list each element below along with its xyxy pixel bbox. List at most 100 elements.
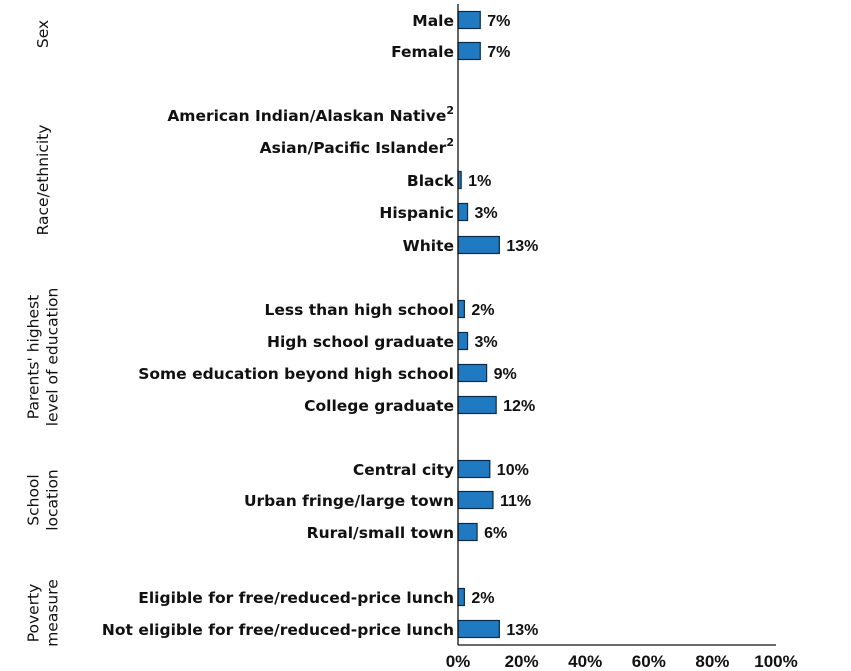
bar <box>457 619 500 639</box>
value-label: 6% <box>484 525 507 542</box>
category-label-text: Central city <box>353 461 454 479</box>
bar-row: White 13% <box>403 235 538 255</box>
bar-row: Eligible for free/reduced-price lunch 2% <box>138 587 494 607</box>
bar <box>457 235 500 255</box>
category-label-text: High school graduate <box>267 333 454 351</box>
group-label-line: Race/ethnicity <box>34 125 52 236</box>
category-label-text: Black <box>407 172 455 190</box>
bar-row: Central city 10% <box>353 459 529 479</box>
category-label-text: Urban fringe/large town <box>244 492 454 510</box>
group-label-line: Sex <box>34 20 52 48</box>
category-label-text: Female <box>391 43 454 61</box>
category-label: Black <box>407 172 455 190</box>
bar <box>457 10 481 30</box>
category-label: Rural/small town <box>307 524 454 542</box>
value-label: 11% <box>500 493 531 510</box>
category-label-text: Eligible for free/reduced-price lunch <box>138 589 454 607</box>
group-label-line: measure <box>44 579 62 647</box>
value-label: 9% <box>494 366 517 383</box>
bar-row: Female 7% <box>391 41 510 61</box>
category-label: Male <box>412 12 454 30</box>
x-tick-label: 20% <box>505 652 539 671</box>
category-label-text: College graduate <box>304 397 454 415</box>
category-label-text: Male <box>412 12 454 30</box>
category-label-text: American Indian/Alaskan Native <box>167 107 446 125</box>
group-label: Sex <box>34 20 52 48</box>
category-label-text: Less than high school <box>264 301 454 319</box>
value-label: 3% <box>475 334 498 351</box>
group-label-line: level of education <box>44 288 62 427</box>
category-label: American Indian/Alaskan Native2 <box>167 104 454 125</box>
category-label: Central city <box>353 461 454 479</box>
bar-row: Urban fringe/large town 11% <box>244 490 531 510</box>
value-label: 12% <box>503 398 535 415</box>
category-label: Asian/Pacific Islander2 <box>260 136 454 157</box>
value-label: 13% <box>506 238 538 255</box>
value-label: 7% <box>487 13 510 30</box>
bar-row: Less than high school 2% <box>264 299 494 319</box>
bar-row: American Indian/Alaskan Native2 <box>167 104 454 125</box>
group-label: Schoollocation <box>25 469 62 531</box>
value-label: 1% <box>468 173 491 190</box>
value-label: 3% <box>475 205 498 222</box>
x-tick-label: 40% <box>568 652 602 671</box>
bar-row: Male 7% <box>412 10 510 30</box>
bar-row: Asian/Pacific Islander2 <box>260 136 454 157</box>
category-label-text: White <box>403 237 454 255</box>
value-label: 2% <box>471 590 494 607</box>
x-tick-label: 80% <box>695 652 729 671</box>
bar-row: Some education beyond high school 9% <box>138 363 517 383</box>
bar <box>457 41 481 61</box>
bar-row: Hispanic 3% <box>379 202 498 222</box>
category-label: Eligible for free/reduced-price lunch <box>138 589 454 607</box>
group-label-line: School <box>25 474 43 525</box>
category-label: College graduate <box>304 397 454 415</box>
category-label: Urban fringe/large town <box>244 492 454 510</box>
category-label: High school graduate <box>267 333 454 351</box>
bar-row: Rural/small town 6% <box>307 522 507 542</box>
bar <box>457 202 469 222</box>
value-label: 2% <box>471 302 494 319</box>
value-label: 7% <box>487 44 510 61</box>
group-labels: Sex Race/ethnicity Parents' highestlevel o… <box>25 20 62 647</box>
category-label-text: Hispanic <box>379 204 454 222</box>
category-label: Hispanic <box>379 204 454 222</box>
bar <box>457 522 478 542</box>
category-label-text: Asian/Pacific Islander <box>260 139 447 157</box>
group-label: Parents' highestlevel of education <box>25 288 62 427</box>
chart-axes: 0% 20% 40% 60% 80% 100% <box>446 4 798 671</box>
bar-row: Black 1% <box>407 170 491 190</box>
group-label-line: location <box>44 469 62 531</box>
bar <box>457 587 465 607</box>
category-label: Not eligible for free/reduced-price lunc… <box>102 621 454 639</box>
group-label: Povertymeasure <box>25 579 62 647</box>
group-label-line: Poverty <box>25 584 43 643</box>
footnote-superscript: 2 <box>446 104 454 117</box>
bar <box>457 363 488 383</box>
category-label-text: Not eligible for free/reduced-price lunc… <box>102 621 454 639</box>
group-label: Race/ethnicity <box>34 125 52 236</box>
category-label-text: Some education beyond high school <box>138 365 454 383</box>
category-label: Some education beyond high school <box>138 365 454 383</box>
category-label: White <box>403 237 454 255</box>
category-label: Female <box>391 43 454 61</box>
x-tick-label: 100% <box>754 652 797 671</box>
category-label: Less than high school <box>264 301 454 319</box>
bar <box>457 331 469 351</box>
chart-rows: Male 7% Female 7% American Indian/Alaskan Na… <box>102 10 538 639</box>
bar <box>457 459 491 479</box>
value-label: 13% <box>506 622 538 639</box>
x-tick-label: 60% <box>632 652 666 671</box>
group-label-line: Parents' highest <box>25 295 43 419</box>
bar-row: College graduate 12% <box>304 395 535 415</box>
bar-row: High school graduate 3% <box>267 331 498 351</box>
bar <box>457 299 465 319</box>
value-label: 10% <box>497 462 529 479</box>
bar <box>457 490 494 510</box>
bar <box>457 395 497 415</box>
footnote-superscript: 2 <box>446 136 454 149</box>
x-tick-label: 0% <box>446 652 471 671</box>
category-label-text: Rural/small town <box>307 524 454 542</box>
bar-row: Not eligible for free/reduced-price lunc… <box>102 619 538 639</box>
